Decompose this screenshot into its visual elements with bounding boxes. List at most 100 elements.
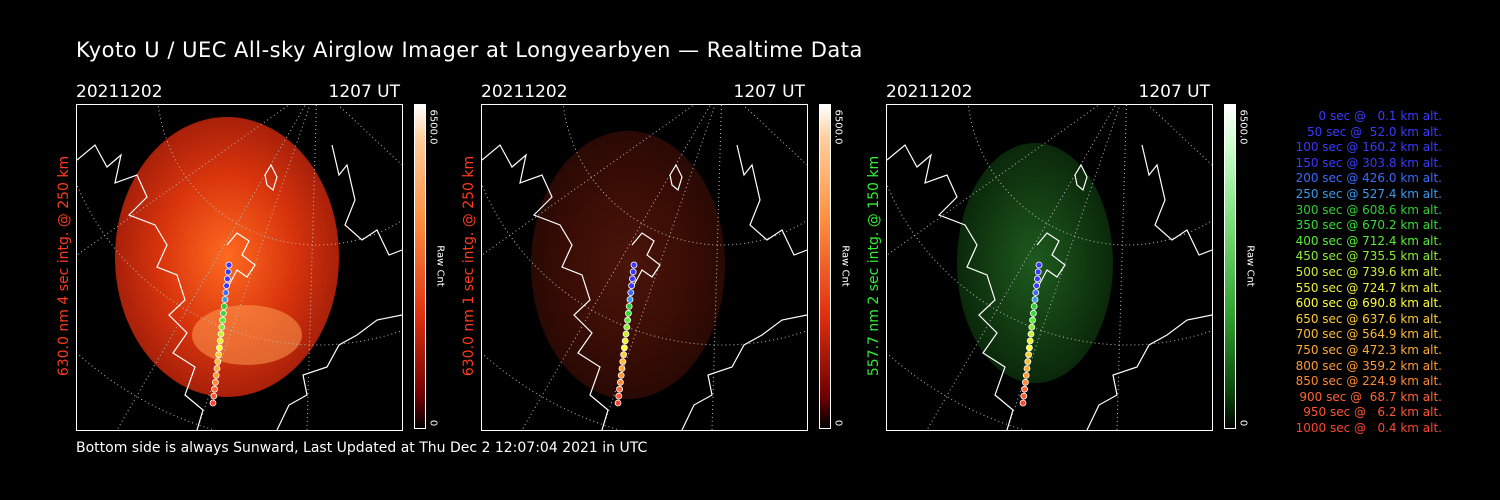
trajectory-point <box>627 289 635 297</box>
panel-2-map <box>482 105 807 430</box>
trajectory-point <box>215 344 223 352</box>
longitude-grid-line <box>116 105 306 430</box>
panel-1-time: 1207 UT <box>328 82 401 102</box>
trajectory-point <box>210 392 218 400</box>
panel-2-colorbar-min: 0 <box>832 419 844 427</box>
coastline <box>1141 144 1212 256</box>
legend-entry: 300 sec @ 608.6 km alt. <box>1295 202 1442 217</box>
longitude-grid-line <box>711 105 722 430</box>
trajectory-point <box>624 309 632 317</box>
legend-entry: 750 sec @ 472.3 km alt. <box>1295 342 1442 357</box>
panel-1-colorbar-max: 6500.0 <box>427 109 439 145</box>
trajectory-point <box>618 365 626 372</box>
trajectory-point <box>620 351 628 359</box>
trajectory-point <box>628 282 636 290</box>
trajectory-point <box>1029 309 1037 317</box>
trajectory-point <box>211 378 219 386</box>
trajectory-point <box>209 399 217 407</box>
trajectory-point <box>616 378 624 386</box>
trajectory-point <box>1022 371 1030 379</box>
legend-entry: 50 sec @ 52.0 km alt. <box>1307 124 1442 139</box>
trajectory-point <box>629 268 637 276</box>
airglow-image <box>957 143 1113 383</box>
panel-2-colorbar-unit: Raw Cnt <box>839 245 851 287</box>
panel-2-image[interactable] <box>481 104 808 431</box>
longitude-grid-line <box>1116 105 1127 430</box>
trajectory-point <box>626 296 634 303</box>
trajectory-point <box>213 365 221 372</box>
trajectory-point <box>1029 316 1037 324</box>
legend-entry: 650 sec @ 637.6 km alt. <box>1295 311 1442 326</box>
coastline <box>1074 163 1088 192</box>
legend-entry: 350 sec @ 670.2 km alt. <box>1295 218 1442 233</box>
panel-2-wavelength-label: 630.0 nm 1 sec intg. @ 250 km <box>461 155 477 377</box>
legend-entry: 100 sec @ 160.2 km alt. <box>1295 140 1442 155</box>
panel-1-colorbar <box>414 104 426 429</box>
longitude-grid-line <box>1147 105 1212 166</box>
panel-3-colorbar <box>1224 104 1236 429</box>
trajectory-point <box>224 268 232 276</box>
coastline <box>631 232 661 286</box>
trajectory-point <box>1026 337 1034 345</box>
coastline <box>1086 314 1212 430</box>
panel-3-image[interactable] <box>886 104 1213 431</box>
trajectory-point <box>221 296 229 303</box>
longitude-grid-line <box>521 105 711 430</box>
trajectory-point <box>220 302 228 310</box>
trajectory-point <box>225 261 233 269</box>
trajectory-point <box>219 316 227 324</box>
panel-1-date: 20211202 <box>76 82 163 102</box>
trajectory-point <box>1030 302 1038 310</box>
latitude-grid-line <box>482 183 807 346</box>
panel-1-image[interactable] <box>76 104 403 431</box>
trajectory-point <box>215 351 223 359</box>
longitude-grid-line <box>337 105 402 166</box>
trajectory-point <box>621 337 629 345</box>
trajectory-point <box>1019 399 1027 407</box>
trajectory-point <box>1034 268 1042 276</box>
trajectory-point <box>222 289 230 297</box>
panel-1-map <box>77 105 402 430</box>
legend-entry: 800 sec @ 359.2 km alt. <box>1295 358 1442 373</box>
coastline <box>482 144 609 430</box>
coastline <box>77 144 204 430</box>
panel-2-colorbar-max: 6500.0 <box>832 109 844 145</box>
trajectory-point <box>1025 344 1033 352</box>
trajectory-point <box>628 275 636 283</box>
legend-entry: 550 sec @ 724.7 km alt. <box>1295 280 1442 295</box>
trajectory-point <box>1035 261 1043 269</box>
trajectory-point <box>1021 378 1029 386</box>
airglow-image <box>531 131 725 399</box>
longitude-grid-line <box>926 105 1116 430</box>
coastline <box>264 163 278 192</box>
trajectory-point <box>614 399 622 407</box>
trajectory-point <box>624 316 632 324</box>
trajectory-point <box>625 302 633 310</box>
trajectory-point <box>1025 351 1033 359</box>
coastline <box>681 314 807 430</box>
latitude-grid-line <box>887 183 1212 346</box>
trajectory-point <box>630 261 638 269</box>
trajectory-point <box>214 358 222 366</box>
trajectory-point <box>616 385 624 393</box>
panel-1-colorbar-unit: Raw Cnt <box>434 245 446 287</box>
footer-status: Bottom side is always Sunward, Last Upda… <box>76 440 648 456</box>
legend-entry: 400 sec @ 712.4 km alt. <box>1295 233 1442 248</box>
trajectory-point <box>1032 289 1040 297</box>
trajectory-point <box>217 330 225 338</box>
panel-1-wavelength-label: 630.0 nm 4 sec intg. @ 250 km <box>56 155 72 377</box>
coastline <box>887 144 1014 430</box>
longitude-grid-line <box>742 105 807 166</box>
legend-entry: 1000 sec @ 0.4 km alt. <box>1295 420 1442 435</box>
trajectory-point <box>623 323 631 331</box>
legend-entry: 150 sec @ 303.8 km alt. <box>1295 155 1442 170</box>
trajectory-point <box>218 323 226 331</box>
legend-entry: 700 sec @ 564.9 km alt. <box>1295 327 1442 342</box>
panel-2-date: 20211202 <box>481 82 568 102</box>
trajectory-point <box>1020 392 1028 400</box>
trajectory-point <box>1021 385 1029 393</box>
panel-3-date: 20211202 <box>886 82 973 102</box>
panel-2-colorbar <box>819 104 831 429</box>
trajectory-point <box>1033 282 1041 290</box>
trajectory-point <box>615 392 623 400</box>
